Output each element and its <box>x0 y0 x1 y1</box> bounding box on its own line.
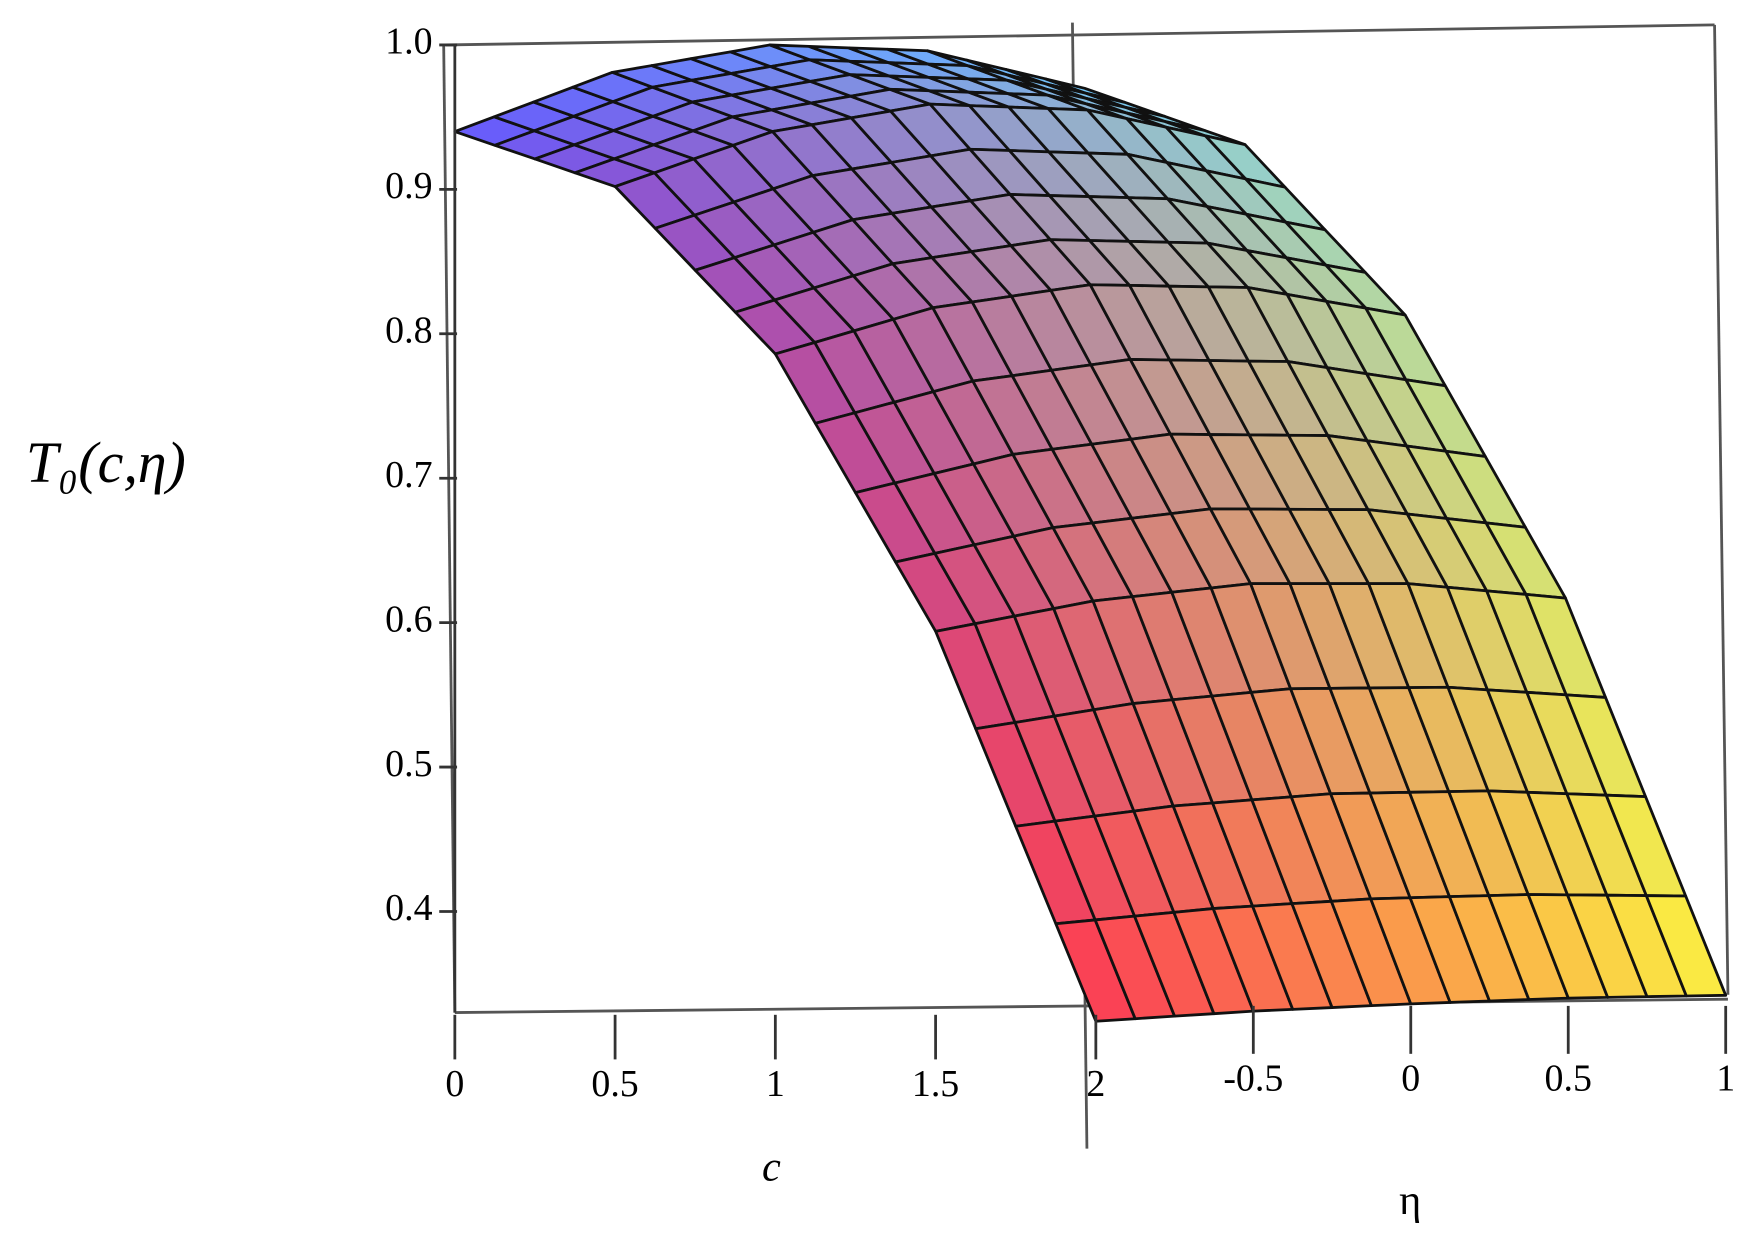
x-tick-label: 1 <box>766 1063 785 1105</box>
surface-cell <box>1086 108 1407 317</box>
z-tick-label: 1.0 <box>385 21 432 63</box>
y-tick-label: 0.5 <box>1545 1057 1592 1099</box>
box-edge <box>445 23 1715 47</box>
surface-cell <box>934 599 1255 1023</box>
y-tick-label: -0.5 <box>1223 1057 1283 1099</box>
surface-cell <box>1246 286 1567 600</box>
z-axis-label: T₀(c,η) <box>26 430 186 495</box>
x-tick-label: 0 <box>445 1063 464 1105</box>
z-tick-label: 0.8 <box>385 309 432 351</box>
surface-cell <box>1406 582 1728 1000</box>
y-axis-label: η <box>1399 1177 1421 1224</box>
box-edge <box>442 44 457 1013</box>
axes: 0.4 0.5 0.6 0.7 0.8 0.9 1.0 0 0.5 1 1.5 2 -0.5 0 0.5 1 <box>385 21 1735 1105</box>
z-tick-label: 0.5 <box>385 743 432 785</box>
x-tick-label: 2 <box>1086 1063 1105 1105</box>
surface-cell <box>610 43 932 133</box>
surface <box>453 43 1728 1023</box>
z-tick-label: 0.9 <box>385 165 432 207</box>
x-tick-label: 0.5 <box>591 1063 638 1105</box>
surface-cell <box>773 306 1095 633</box>
z-tick-label: 0.7 <box>385 454 432 496</box>
surface-cell <box>1249 582 1570 1006</box>
x-tick-label: 1.5 <box>912 1063 959 1105</box>
y-tick-label: 1 <box>1716 1057 1735 1099</box>
z-tick-label: 0.6 <box>385 598 432 640</box>
surface-cell <box>771 102 1092 310</box>
x-axis-label: c <box>762 1144 781 1191</box>
box-edge <box>1713 24 1730 995</box>
surface-cell <box>768 43 1089 112</box>
surface-cell <box>931 283 1252 603</box>
surface-cell <box>1091 582 1413 1013</box>
z-tick-label: 0.4 <box>385 887 432 929</box>
y-tick-label: 0 <box>1401 1057 1420 1099</box>
surface-patch <box>1644 894 1728 998</box>
